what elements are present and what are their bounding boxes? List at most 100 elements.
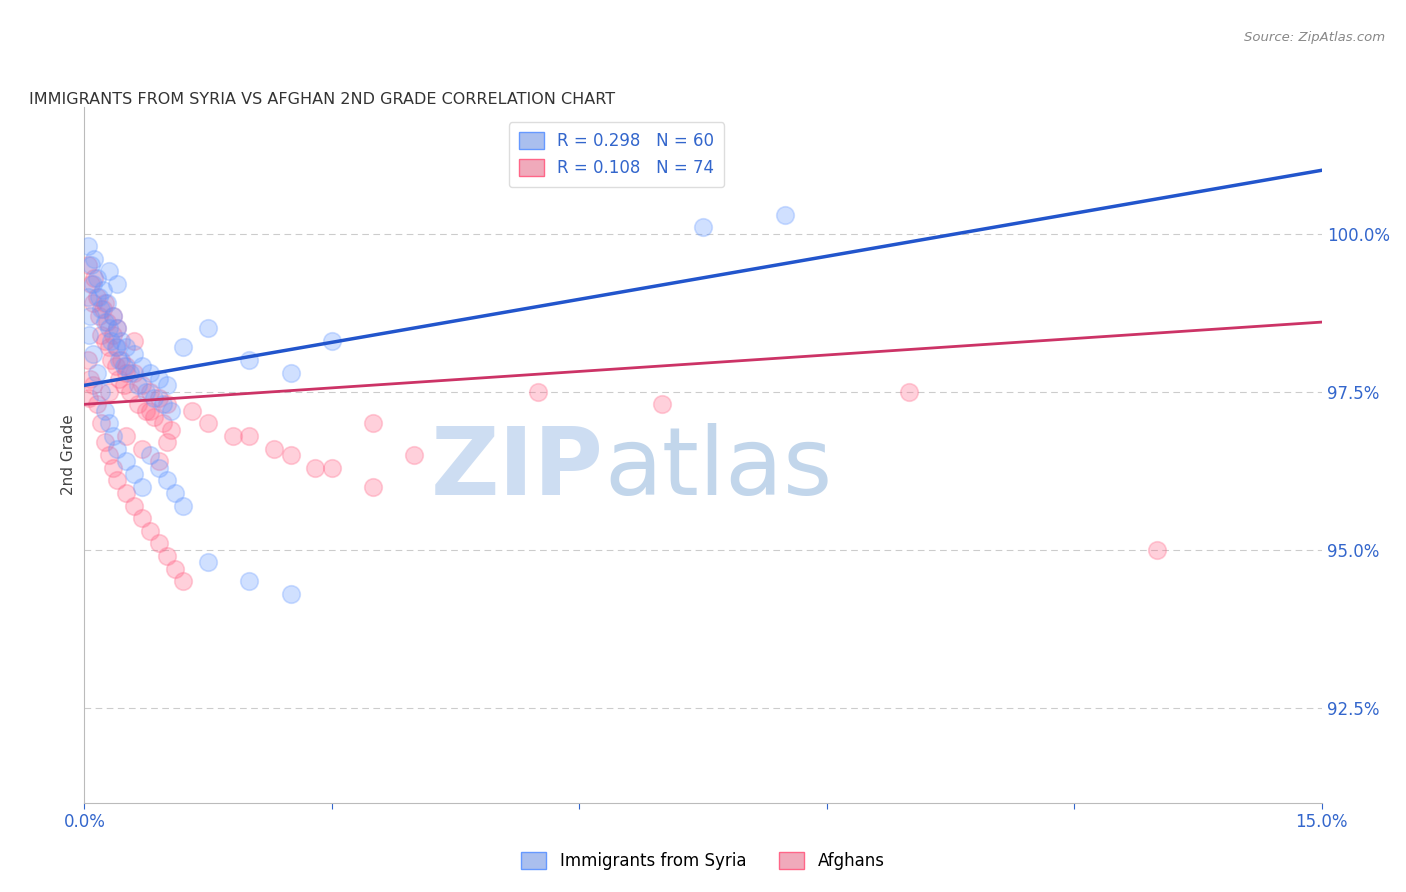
Point <box>86 290 108 304</box>
Point <box>122 366 145 380</box>
Point <box>143 391 166 405</box>
Point <box>139 403 162 417</box>
Point <box>98 448 121 462</box>
Point <box>197 417 219 431</box>
Point <box>98 321 121 335</box>
Point <box>139 384 162 399</box>
Point <box>148 460 170 475</box>
Point <box>103 309 125 323</box>
Point <box>103 460 125 475</box>
Point <box>112 359 135 374</box>
Point <box>105 340 128 354</box>
Point <box>165 486 187 500</box>
Point <box>139 524 162 538</box>
Point <box>165 562 187 576</box>
Point <box>122 467 145 481</box>
Point <box>222 429 245 443</box>
Point <box>82 378 104 392</box>
Point <box>148 372 170 386</box>
Text: Source: ZipAtlas.com: Source: ZipAtlas.com <box>1244 31 1385 45</box>
Point <box>114 429 136 443</box>
Point <box>105 277 128 292</box>
Point <box>94 315 117 329</box>
Point <box>94 435 117 450</box>
Point <box>131 511 153 525</box>
Text: ZIP: ZIP <box>432 423 605 515</box>
Point <box>108 353 131 368</box>
Point <box>114 486 136 500</box>
Point <box>197 321 219 335</box>
Point <box>321 334 343 348</box>
Point <box>148 454 170 468</box>
Legend: R = 0.298   N = 60, R = 0.108   N = 74: R = 0.298 N = 60, R = 0.108 N = 74 <box>509 122 724 187</box>
Point <box>98 340 121 354</box>
Point <box>82 347 104 361</box>
Point <box>83 252 105 266</box>
Point <box>152 397 174 411</box>
Point <box>90 384 112 399</box>
Text: atlas: atlas <box>605 423 832 515</box>
Point <box>118 366 141 380</box>
Point <box>86 270 108 285</box>
Point <box>156 397 179 411</box>
Point <box>77 290 100 304</box>
Point <box>180 403 202 417</box>
Point <box>94 403 117 417</box>
Point <box>127 397 149 411</box>
Point <box>404 448 426 462</box>
Point <box>143 409 166 424</box>
Point <box>156 378 179 392</box>
Point <box>304 460 326 475</box>
Point <box>148 391 170 405</box>
Point <box>110 334 132 348</box>
Point <box>98 417 121 431</box>
Point <box>94 334 117 348</box>
Point <box>110 353 132 368</box>
Point <box>131 359 153 374</box>
Point <box>77 258 100 272</box>
Point <box>96 296 118 310</box>
Point <box>692 220 714 235</box>
Point <box>96 315 118 329</box>
Point <box>98 264 121 278</box>
Point <box>82 277 104 292</box>
Point <box>139 366 162 380</box>
Point <box>135 403 157 417</box>
Text: IMMIGRANTS FROM SYRIA VS AFGHAN 2ND GRADE CORRELATION CHART: IMMIGRANTS FROM SYRIA VS AFGHAN 2ND GRAD… <box>28 92 614 107</box>
Point <box>86 397 108 411</box>
Point <box>79 391 101 405</box>
Point <box>280 587 302 601</box>
Point <box>104 340 127 354</box>
Point <box>122 347 145 361</box>
Point <box>118 384 141 399</box>
Point <box>100 334 122 348</box>
Point <box>89 290 111 304</box>
Point <box>122 334 145 348</box>
Point <box>172 574 194 589</box>
Point <box>105 321 128 335</box>
Legend: Immigrants from Syria, Afghans: Immigrants from Syria, Afghans <box>515 845 891 877</box>
Point <box>100 353 122 368</box>
Point <box>156 435 179 450</box>
Point <box>105 321 128 335</box>
Point <box>197 556 219 570</box>
Point <box>238 429 260 443</box>
Point <box>127 378 149 392</box>
Point <box>108 372 131 386</box>
Point <box>280 448 302 462</box>
Point <box>79 327 101 342</box>
Point <box>105 442 128 456</box>
Point <box>131 479 153 493</box>
Point <box>80 258 103 272</box>
Point <box>79 372 101 386</box>
Point <box>86 366 108 380</box>
Point <box>238 574 260 589</box>
Point <box>105 473 128 487</box>
Point <box>83 270 105 285</box>
Point <box>527 384 550 399</box>
Point <box>114 340 136 354</box>
Point <box>103 309 125 323</box>
Point <box>131 378 153 392</box>
Point <box>172 499 194 513</box>
Point <box>91 302 114 317</box>
